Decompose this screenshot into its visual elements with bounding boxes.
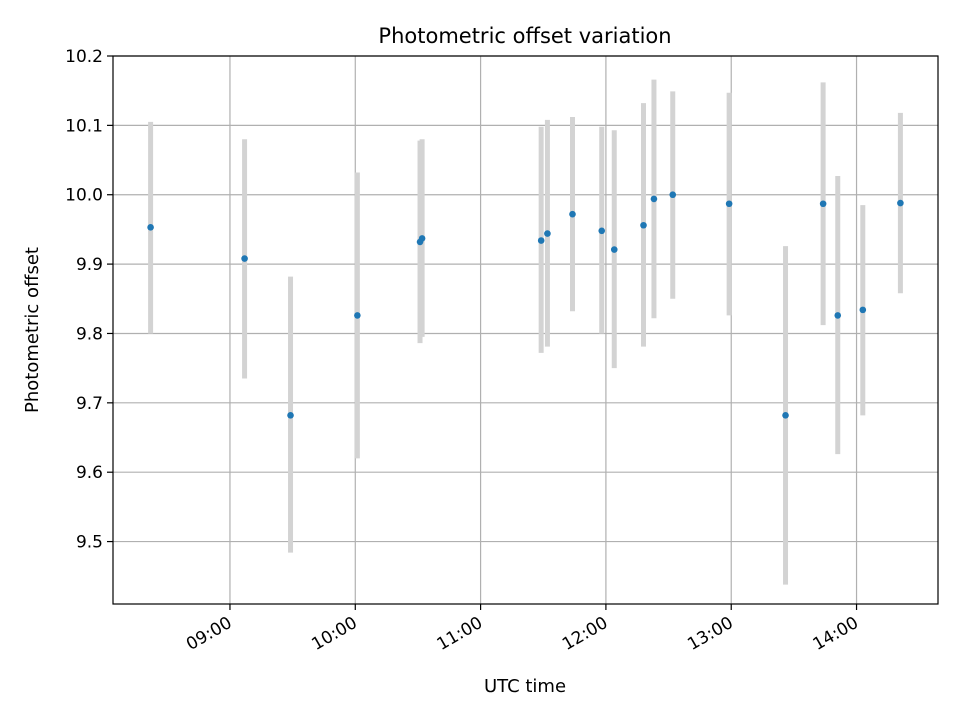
x-axis-label: UTC time (484, 676, 566, 697)
y-tick-label: 9.7 (76, 394, 103, 414)
y-tick-label: 9.5 (76, 533, 103, 553)
axes-frame (112, 55, 939, 605)
data-points (147, 191, 904, 419)
y-tick-label: 10.2 (65, 47, 103, 67)
data-point (897, 199, 904, 207)
data-point (418, 235, 426, 242)
y-tick-label: 10.1 (65, 116, 103, 136)
y-axis-label: Photometric offset (22, 247, 43, 413)
data-point (859, 306, 867, 314)
y-tick-label: 9.6 (76, 463, 103, 483)
data-point (598, 227, 606, 235)
data-point (819, 200, 827, 208)
data-point (287, 412, 294, 419)
y-tick-label: 9.8 (76, 324, 103, 344)
data-point (782, 412, 789, 419)
data-point (537, 237, 545, 244)
y-tick-label: 9.9 (76, 255, 103, 275)
data-point (354, 312, 361, 319)
data-point (544, 230, 551, 237)
data-point (569, 210, 576, 218)
data-point (241, 255, 248, 262)
y-tick-label: 10.0 (65, 186, 103, 206)
data-point (834, 312, 842, 319)
data-point (610, 246, 618, 253)
data-point (725, 200, 733, 208)
data-point (669, 191, 677, 199)
data-point (640, 221, 647, 229)
plot-area (113, 56, 938, 604)
data-point (650, 195, 658, 203)
chart-title: Photometric offset variation (378, 24, 671, 48)
y-axis-ticks: 9.5 9.6 9.7 9.8 9.9 10.0 10.1 10.2 (65, 47, 113, 553)
data-point (147, 224, 154, 231)
